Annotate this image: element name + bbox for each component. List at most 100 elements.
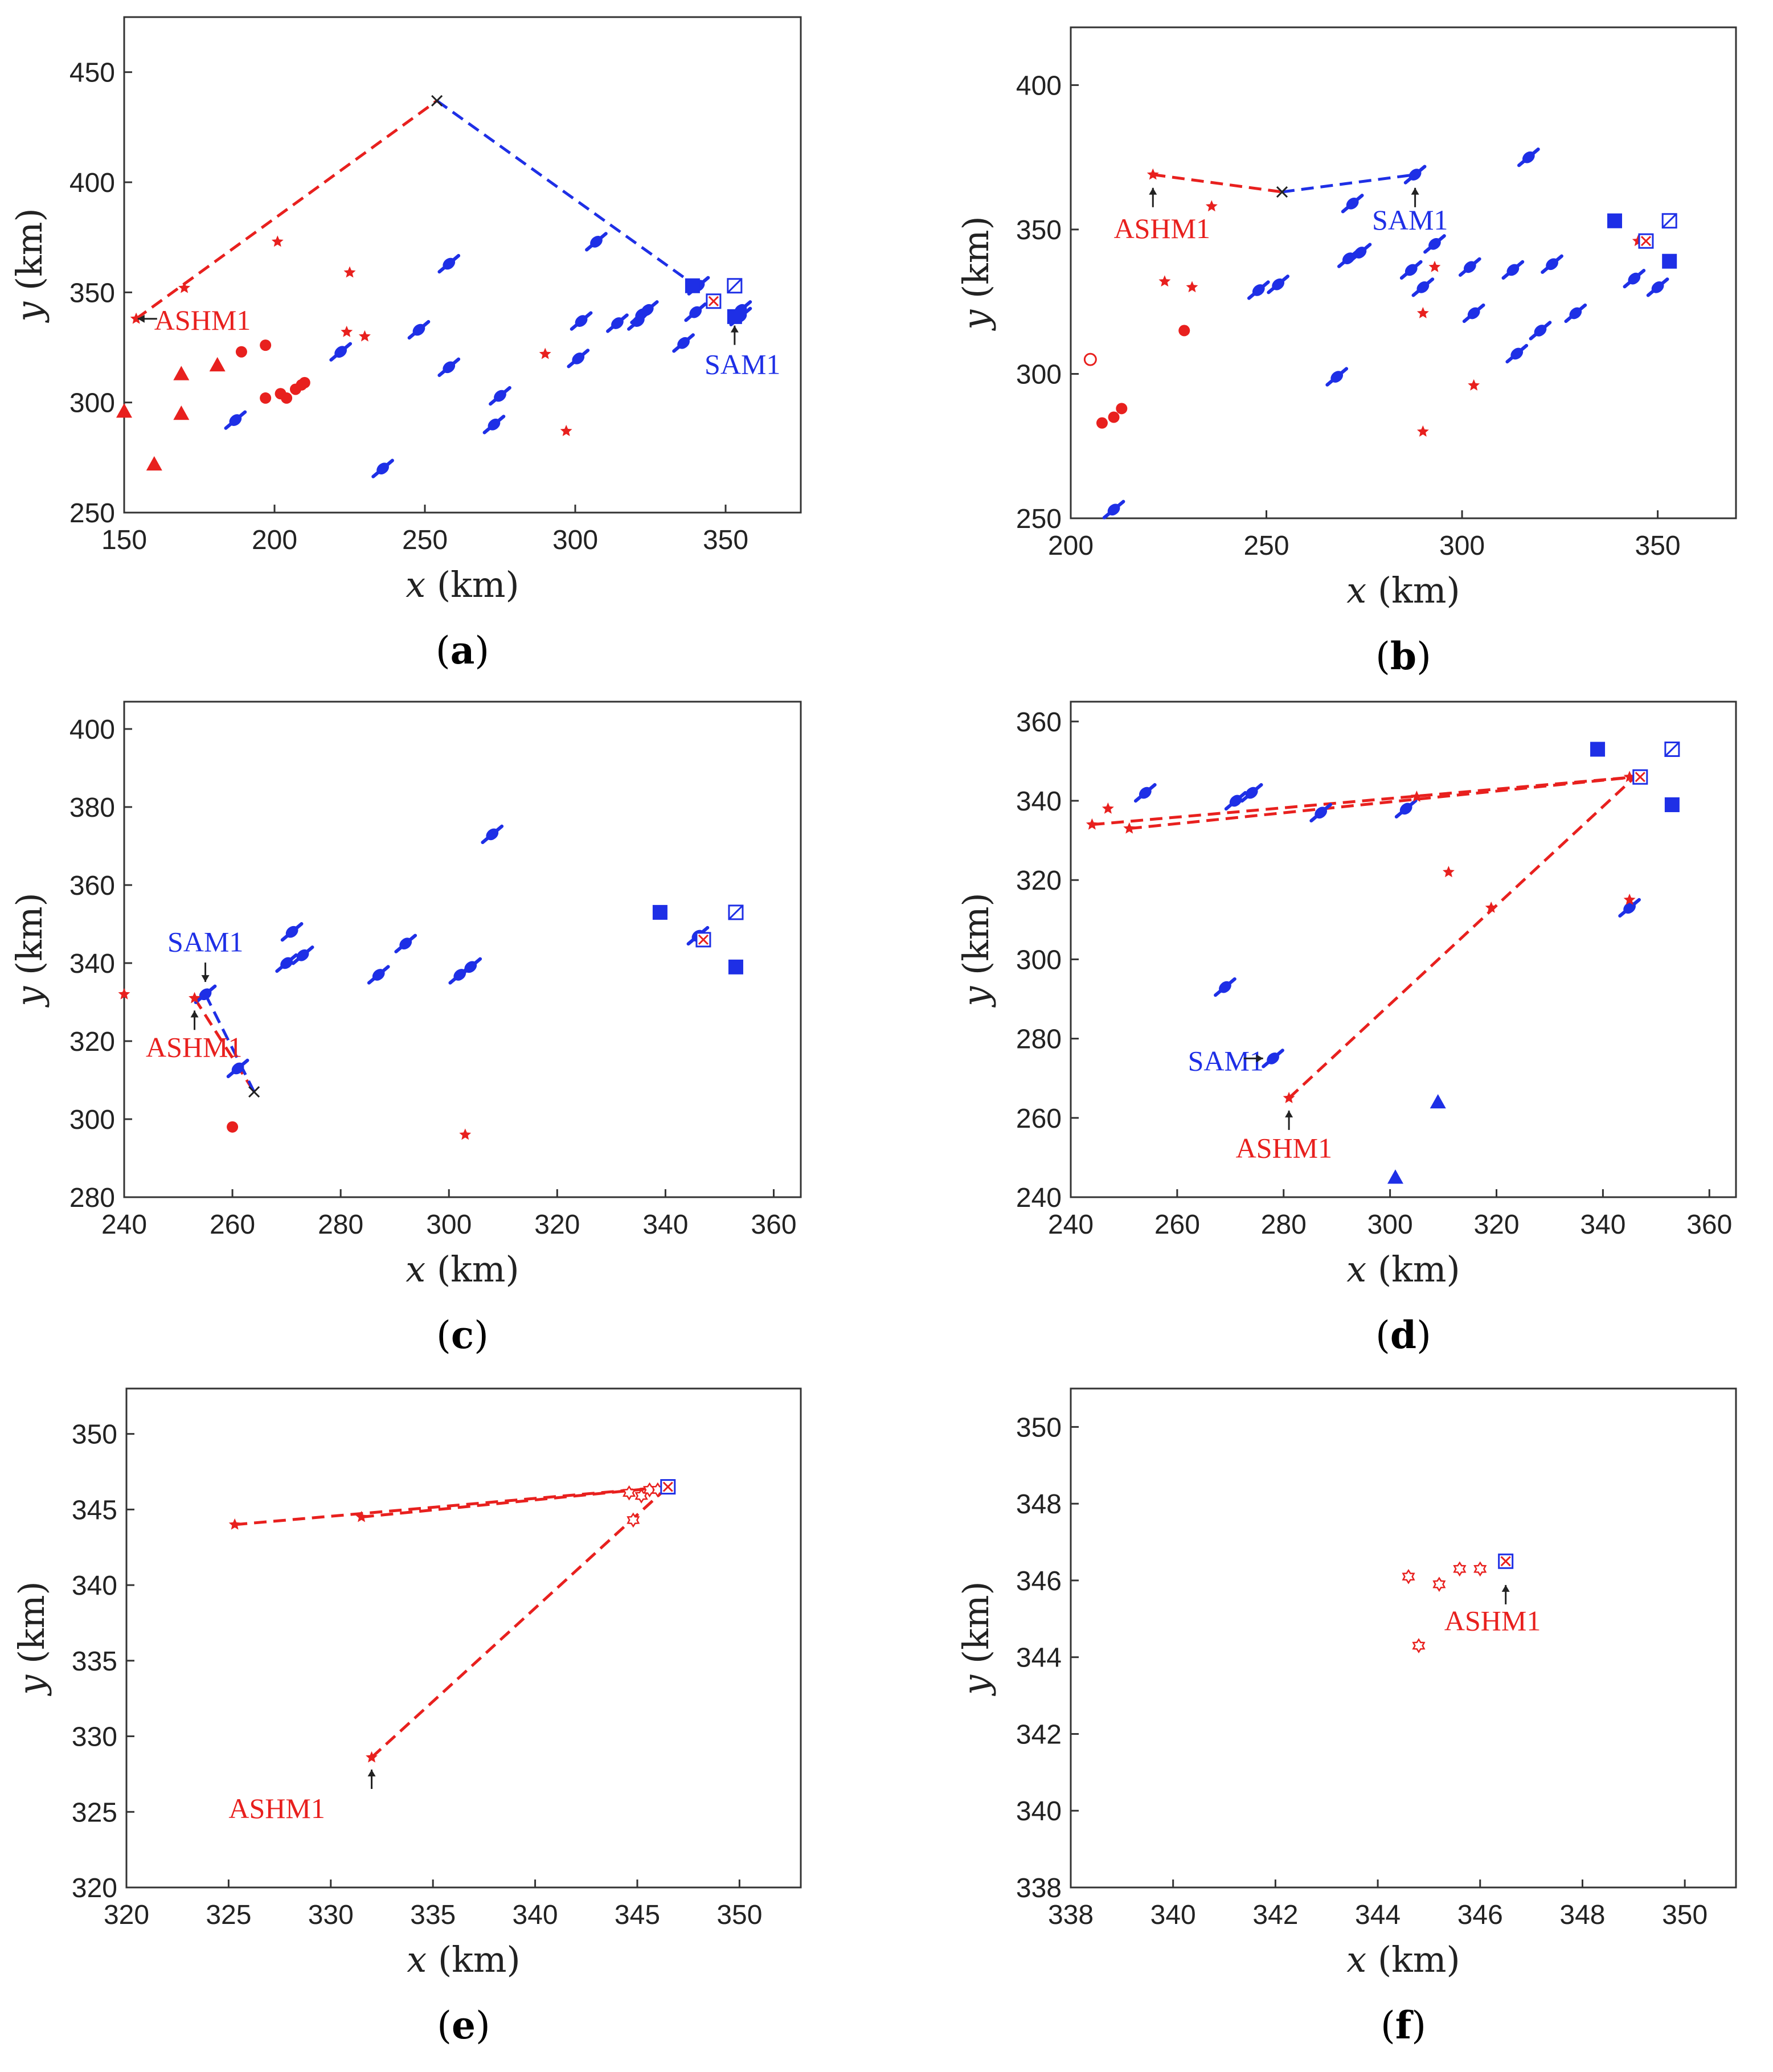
x-axis-label-var: x (1346, 1248, 1366, 1290)
x-tick-label: 338 (1048, 1900, 1094, 1930)
trajectory-line (1152, 173, 1283, 194)
aircraft-body (376, 462, 389, 475)
aircraft-body (1628, 272, 1641, 285)
blue-aircraft-marker (1349, 243, 1372, 263)
blue-square-marker (728, 959, 743, 974)
y-axis-label: y (km) (9, 892, 50, 1008)
red-star-marker (1416, 425, 1429, 437)
blue-aircraft-marker (606, 313, 629, 333)
trajectory-line (234, 1485, 669, 1526)
aircraft-body (443, 257, 456, 270)
y-tick-label: 350 (72, 1420, 117, 1450)
red-star-marker (539, 347, 551, 359)
x-tick-label: 150 (101, 525, 147, 555)
y-axis-label-var: y (11, 1674, 52, 1697)
blue-aircraft-marker (437, 253, 461, 274)
annotation-label: ASHM1 (1236, 1132, 1332, 1164)
y-axis-label: y (km) (9, 208, 50, 323)
annotation-arrow-head (730, 325, 739, 333)
x-tick-label: 348 (1559, 1900, 1605, 1930)
annotation-label: ASHM1 (1114, 212, 1210, 244)
red-dot-marker (235, 346, 247, 358)
annotation-label: ASHM1 (154, 304, 251, 336)
blue-aircraft-marker (394, 933, 417, 953)
y-tick-label: 300 (69, 1105, 115, 1135)
y-tick-label: 342 (1016, 1719, 1062, 1750)
annotation-arrow-head (1149, 187, 1157, 195)
blue-aircraft-marker (329, 342, 353, 362)
y-tick-label: 340 (69, 949, 115, 979)
red-star-marker (560, 424, 572, 436)
plot-frame (1070, 701, 1737, 1198)
y-axis-label-unit: (km) (9, 892, 50, 986)
blue-aircraft-marker (482, 415, 506, 435)
y-axis-label-var: y (955, 986, 997, 1008)
red-open-circle-marker (1083, 353, 1097, 366)
x-tick-label: 300 (1367, 1210, 1413, 1240)
blue-aircraft-marker (1458, 257, 1481, 277)
blue-aircraft-marker (1529, 321, 1552, 341)
panel-label: (e) (437, 2003, 490, 2048)
x-tick-label: 240 (101, 1210, 147, 1240)
blue-aircraft-marker (367, 965, 390, 985)
aircraft-body (1399, 802, 1412, 815)
red-star-marker (1123, 822, 1136, 834)
blue-aircraft-marker (1102, 499, 1125, 519)
y-tick-label: 345 (72, 1495, 117, 1525)
x-axis-label-var: x (406, 564, 425, 605)
aircraft-body (1330, 371, 1344, 383)
panel-c: 240 260 280 300 320 340 360 280 300 320 340 360 380 4… (9, 701, 802, 1357)
aircraft-body (1346, 197, 1359, 210)
blue-aircraft-marker (280, 922, 304, 942)
x-tick-label: 300 (426, 1210, 472, 1240)
red-triangle-marker (173, 366, 190, 380)
x-axis-label-unit: (km) (427, 1939, 520, 1980)
aircraft-body (1272, 278, 1285, 290)
blue-aircraft-marker (1411, 277, 1435, 297)
y-axis-label: y (km) (955, 892, 997, 1008)
y-tick-label: 335 (72, 1647, 117, 1677)
y-axis-label: y (km) (955, 216, 997, 331)
blue-aircraft-marker (1403, 165, 1427, 185)
x-tick-label: 250 (1243, 531, 1289, 561)
y-axis-label-unit: (km) (11, 1581, 52, 1674)
aircraft-body (1107, 503, 1120, 516)
blue-aircraft-marker (567, 349, 590, 368)
red-star-marker (1623, 894, 1636, 905)
red-star-marker (1468, 379, 1480, 391)
hatch-line (1662, 213, 1677, 228)
blue-aircraft-marker (1247, 280, 1270, 300)
blue-aircraft-marker (459, 957, 482, 977)
blue-aircraft-marker (1564, 303, 1587, 324)
x-tick-label: 240 (1048, 1210, 1094, 1240)
y-axis-label: y (km) (11, 1581, 52, 1696)
red-star-marker (1158, 275, 1171, 287)
red-star-marker (355, 1510, 368, 1522)
aircraft-body (1408, 169, 1422, 181)
red-star-marker (459, 1128, 472, 1140)
x-tick-label: 250 (402, 525, 448, 555)
plot-frame (1070, 1387, 1737, 1889)
aircraft-body (1546, 258, 1558, 271)
x-tick-label: 330 (308, 1900, 354, 1930)
y-tick-label: 260 (1016, 1104, 1062, 1134)
blue-aircraft-marker (1214, 977, 1236, 997)
blue-aircraft-marker (407, 320, 431, 340)
x-tick-label: 280 (318, 1210, 363, 1240)
aircraft-body (641, 304, 654, 316)
y-tick-label: 340 (1016, 1796, 1062, 1827)
y-tick-label: 250 (69, 498, 115, 529)
blue-aircraft-marker (481, 824, 504, 845)
hatch-line (727, 278, 742, 293)
blue-aircraft-marker (1505, 343, 1529, 364)
x-tick-label: 340 (1150, 1900, 1196, 1930)
blue-aircraft-marker (1423, 234, 1446, 254)
panel-label-close: ) (1416, 634, 1431, 678)
x-tick-label: 340 (513, 1900, 558, 1930)
y-tick-label: 360 (1016, 707, 1062, 738)
blue-aircraft-marker (1325, 367, 1349, 387)
x-tick-label: 350 (1662, 1900, 1708, 1930)
red-open-star-marker (1402, 1569, 1415, 1584)
x-tick-label: 320 (1473, 1210, 1519, 1240)
